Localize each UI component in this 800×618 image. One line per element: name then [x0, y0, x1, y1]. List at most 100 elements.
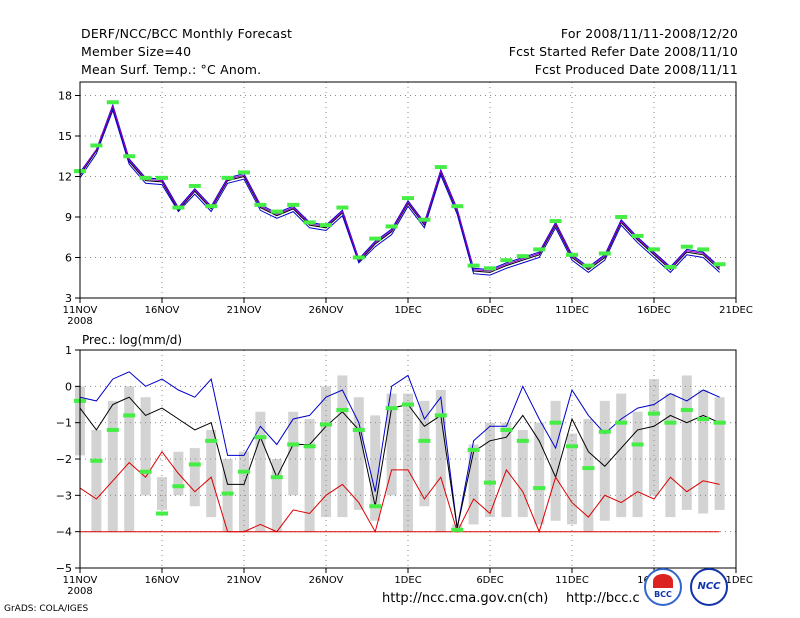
temp-marker-3 — [106, 100, 119, 105]
prec-marker-14 — [287, 442, 300, 447]
temp-ylabel-3: 3 — [65, 292, 72, 305]
prec-marker-17 — [336, 407, 349, 412]
temp-marker-13 — [270, 209, 283, 214]
temp-marker-24 — [451, 204, 464, 209]
temp-xlabel-21DEC: 21DEC — [719, 305, 753, 316]
prec-ylabel--5: −5 — [56, 562, 72, 575]
prec-marker-33 — [598, 429, 611, 434]
temp-xlabel-6DEC: 6DEC — [476, 305, 503, 316]
temp-marker-18 — [352, 255, 365, 260]
prec-marker-30 — [549, 420, 562, 425]
footer-url-ncc[interactable]: http://ncc.cma.gov.cn(ch) — [382, 591, 549, 606]
temp-marker-27 — [500, 258, 513, 263]
prec-bar-16 — [321, 386, 331, 518]
temp-marker-19 — [369, 236, 382, 241]
prec-bar-38 — [681, 375, 692, 510]
prec-marker-29 — [533, 486, 546, 491]
prec-series-mean — [79, 396, 720, 529]
temp-marker-15 — [303, 220, 316, 225]
temp-marker-32 — [582, 263, 595, 268]
prec-marker-37 — [664, 420, 677, 425]
prec-series-lower — [79, 450, 720, 534]
footer-url-bcc[interactable]: http://bcc.c — [566, 591, 640, 606]
temp-ylabel-15: 15 — [58, 130, 72, 143]
prec-marker-32 — [582, 466, 595, 471]
prec-marker-21 — [402, 402, 414, 407]
prec-marker-10 — [221, 491, 234, 496]
temp-xlabel-11NOV: 11NOV — [63, 305, 98, 316]
temp-marker-5 — [139, 175, 152, 180]
prec-marker-16 — [320, 422, 332, 427]
chart-title: DERF/NCC/BCC Monthly Forecast — [81, 26, 293, 41]
prec-bar-9 — [206, 429, 217, 518]
variable-label: Mean Surf. Temp.: °C Anom. — [81, 62, 262, 77]
grads-credit: GrADS: COLA/IGES — [4, 604, 89, 614]
prec-bar-26 — [485, 422, 495, 518]
prec-marker-15 — [303, 444, 316, 449]
prec-marker-5 — [139, 469, 152, 474]
forecast-period-label: For 2008/11/11-2008/12/20 — [560, 26, 738, 41]
prec-bar-14 — [288, 411, 299, 496]
prec-marker-23 — [434, 413, 447, 418]
temp-marker-11 — [238, 170, 250, 175]
prec-bar-40 — [714, 397, 725, 510]
temp-marker-14 — [287, 202, 300, 207]
temp-marker-30 — [549, 219, 562, 224]
temp-marker-26 — [484, 266, 496, 271]
temp-marker-36 — [648, 247, 660, 252]
prec-marker-35 — [631, 442, 644, 447]
temp-ylabel-12: 12 — [58, 171, 72, 184]
prec-marker-34 — [615, 420, 628, 425]
prec-bar-13 — [271, 459, 282, 532]
prec-marker-20 — [385, 406, 398, 411]
prec-marker-6 — [156, 511, 168, 516]
prec-marker-39 — [697, 417, 710, 422]
temp-marker-10 — [221, 175, 234, 180]
temp-marker-40 — [713, 262, 726, 267]
temp-marker-25 — [467, 263, 480, 268]
temp-xlabel-21NOV: 21NOV — [227, 305, 262, 316]
prec-ylabel--2: −2 — [56, 453, 72, 466]
temp-marker-23 — [434, 165, 447, 170]
prec-xlabel-16NOV: 16NOV — [145, 575, 180, 586]
temp-xlabel-11DEC: 11DEC — [555, 305, 589, 316]
temp-frame — [79, 81, 737, 299]
prec-marker-28 — [516, 438, 529, 443]
prec-marker-13 — [270, 475, 283, 480]
temp-marker-38 — [680, 244, 693, 249]
prec-bar-19 — [370, 415, 381, 521]
temp-marker-22 — [418, 217, 431, 222]
prec-marker-36 — [648, 411, 660, 416]
prec-bar-35 — [632, 411, 643, 518]
prec-bar-2 — [91, 429, 102, 532]
temp-marker-37 — [664, 264, 677, 269]
prec-marker-31 — [566, 444, 578, 449]
temp-marker-20 — [385, 224, 398, 229]
prec-ylabel-1: 1 — [65, 344, 72, 357]
temp-marker-6 — [156, 175, 168, 180]
temp-series-upper — [79, 103, 720, 271]
prec-xlabel-11NOV: 11NOV — [63, 575, 98, 586]
temp-marker-9 — [205, 204, 218, 209]
prec-bar-30 — [550, 400, 561, 521]
prec-bar-25 — [468, 444, 479, 525]
temp-series-purple — [79, 104, 720, 272]
temp-marker-35 — [631, 233, 644, 238]
prec-marker-8 — [188, 462, 201, 467]
prec-xlabel-1DEC: 1DEC — [394, 575, 421, 586]
prec-bar-8 — [189, 448, 200, 507]
prec-marker-25 — [467, 447, 480, 452]
prec-marker-40 — [713, 420, 726, 425]
prec-bar-18 — [353, 397, 364, 510]
prec-bar-4 — [124, 386, 135, 532]
prec-marker-26 — [484, 480, 496, 485]
prec-bar-11 — [239, 451, 249, 532]
temp-marker-12 — [254, 202, 267, 207]
prec-bar-12 — [255, 411, 266, 532]
prec-bar-22 — [419, 400, 430, 507]
temp-marker-8 — [188, 183, 201, 188]
prec-marker-7 — [172, 484, 185, 489]
prec-bar-21 — [403, 393, 413, 532]
prec-marker-27 — [500, 427, 513, 432]
